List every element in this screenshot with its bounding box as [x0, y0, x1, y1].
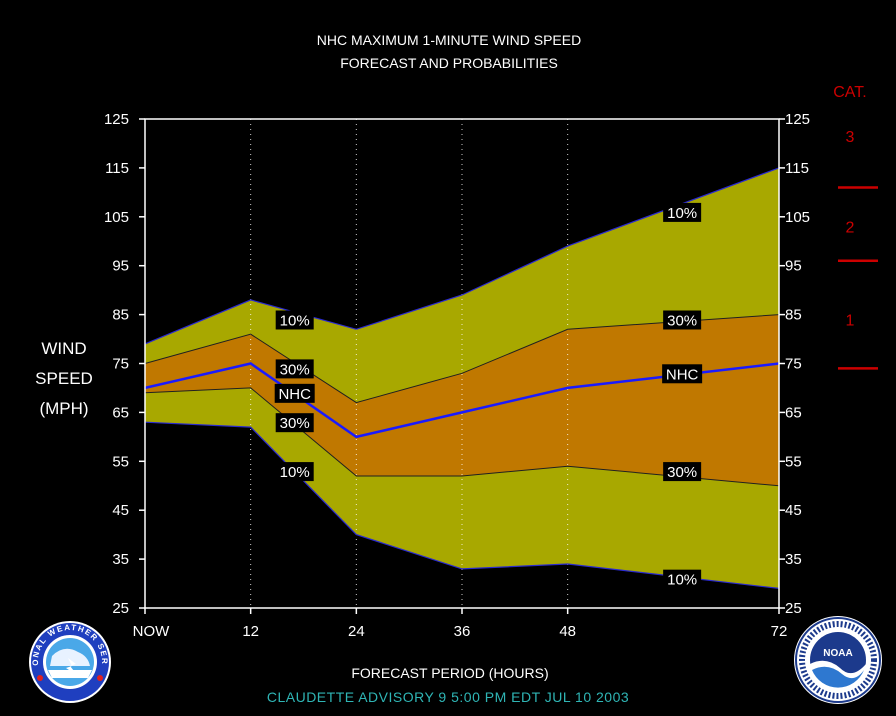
- y-tick-label-right: 75: [785, 356, 802, 373]
- category-label: 3: [846, 129, 855, 146]
- y-tick-label-right: 65: [785, 404, 802, 421]
- y-tick-label-left: 65: [112, 404, 129, 421]
- annotation-label: NHC: [666, 366, 699, 383]
- annotation-box: [663, 202, 702, 222]
- y-tick-label-left: 115: [105, 160, 129, 177]
- category-header: CAT.: [833, 84, 866, 101]
- nws-logo-icon: NATIONAL WEATHER SERVICE: [29, 621, 111, 703]
- y-tick-label-right: 85: [785, 307, 802, 324]
- annotation-label: 30%: [667, 312, 697, 329]
- series-line-3: [144, 387, 780, 487]
- y-tick-label-right: 95: [785, 258, 802, 275]
- y-tick-label-left: 35: [112, 551, 129, 568]
- annotation-box: [663, 462, 702, 482]
- x-tick-label: 12: [242, 623, 259, 640]
- annotation-label: 30%: [667, 464, 697, 481]
- chart-subtitle: FORECAST AND PROBABILITIES: [340, 55, 558, 71]
- annotation-label: 30%: [280, 361, 310, 378]
- series-line-1: [144, 314, 780, 404]
- plot-area: 25 25 35 35 45 45 55 55 65 65 75 75 85 85 95 95 105 105 11…: [104, 111, 810, 640]
- y-tick-label-left: 55: [112, 453, 129, 470]
- annotation-label: 30%: [280, 415, 310, 432]
- annotation-box: [275, 462, 314, 482]
- x-tick-label: 48: [559, 623, 576, 640]
- y-tick-label-right: 35: [785, 551, 802, 568]
- y-tick-label-right: 55: [785, 453, 802, 470]
- svg-text:NOAA: NOAA: [823, 648, 852, 659]
- annotation-box: [663, 310, 702, 330]
- y-tick-label-left: 95: [112, 258, 129, 275]
- y-tick-label-right: 115: [785, 160, 809, 177]
- noaa-logo-icon: NOAA: [794, 616, 882, 704]
- y-tick-label-right: 45: [785, 502, 802, 519]
- y-tick-label-left: 125: [104, 111, 129, 128]
- y-axis-label-line1: WIND: [41, 339, 86, 358]
- y-tick-label-left: 105: [104, 209, 129, 226]
- x-tick-label: 72: [771, 623, 788, 640]
- y-tick-label-left: 25: [112, 600, 129, 617]
- annotation-box: [274, 383, 315, 403]
- annotation-label: NHC: [278, 386, 311, 403]
- annotation-label: 10%: [667, 572, 697, 589]
- y-tick-label-right: 125: [785, 111, 810, 128]
- x-axis-label: FORECAST PERIOD (HOURS): [351, 665, 548, 681]
- y-tick-label-left: 45: [112, 502, 129, 519]
- annotation-box: [275, 413, 314, 433]
- annotation-box: [663, 569, 702, 589]
- series-line-2: [144, 362, 780, 439]
- x-tick-label: NOW: [133, 623, 171, 640]
- annotation-box: [275, 310, 314, 330]
- band-30-percent: [145, 314, 779, 486]
- y-axis-label-line3: (MPH): [39, 399, 88, 418]
- y-tick-label-left: 75: [112, 356, 129, 373]
- annotation-label: 10%: [667, 205, 697, 222]
- annotation-box: [275, 359, 314, 379]
- category-label: 2: [846, 220, 855, 237]
- annotation-box: [662, 364, 703, 384]
- annotation-label: 10%: [280, 312, 310, 329]
- series-line-0: [144, 167, 780, 345]
- y-tick-label-right: 105: [785, 209, 810, 226]
- y-tick-label-left: 85: [112, 307, 129, 324]
- advisory-line: CLAUDETTE ADVISORY 9 5:00 PM EDT JUL 10 …: [267, 689, 629, 705]
- annotation-label: 10%: [280, 464, 310, 481]
- category-label: 1: [846, 312, 855, 329]
- series-line-4: [144, 421, 780, 589]
- x-tick-label: 24: [348, 623, 365, 640]
- chart-title: NHC MAXIMUM 1-MINUTE WIND SPEED: [317, 32, 581, 48]
- y-tick-label-right: 25: [785, 600, 802, 617]
- x-tick-label: 36: [454, 623, 471, 640]
- y-axis-label-line2: SPEED: [35, 369, 93, 388]
